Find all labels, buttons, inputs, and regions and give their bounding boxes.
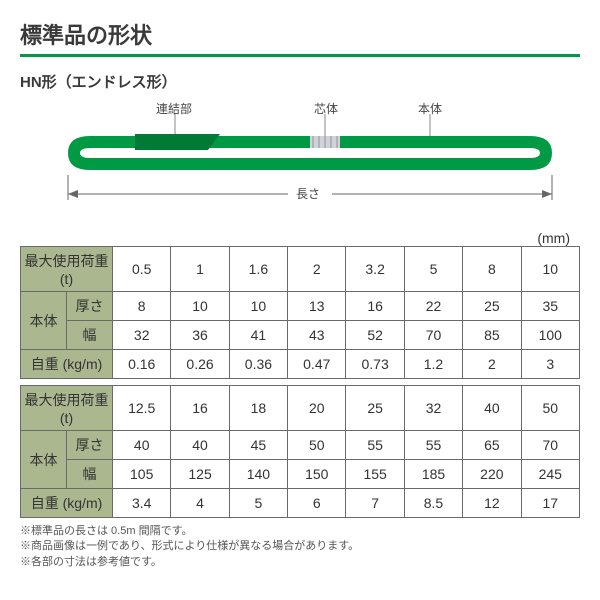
table-row: 最大使用荷重 (t) 0.511.623.25810 [21, 247, 580, 292]
rowhead-width: 幅 [67, 321, 113, 350]
table-row: 自重 (kg/m) 0.160.260.360.470.731.223 [21, 350, 580, 379]
rowhead-body: 本体 [21, 292, 67, 350]
rowhead-maxload: 最大使用荷重 (t) [21, 247, 113, 292]
sling-diagram: 連結部 芯体 本体 長さ [30, 100, 570, 220]
footnote-line: ※商品画像は一例であり、形式により仕様が異なる場合があります。 [20, 539, 580, 554]
rowhead-thickness: 厚さ [67, 292, 113, 321]
diagram-label-length: 長さ [296, 185, 320, 202]
diagram-label-body: 本体 [418, 100, 442, 117]
sub-heading: HN形（エンドレス形） [20, 71, 580, 92]
unit-label: (mm) [20, 230, 570, 246]
footnotes: ※標準品の長さは 0.5m 間隔です。 ※商品画像は一例であり、形式により仕様が… [20, 524, 580, 570]
table-row: 幅 105125140150155185220245 [21, 460, 580, 489]
table-row: 自重 (kg/m) 3.445678.51217 [21, 489, 580, 518]
rowhead-selfweight: 自重 (kg/m) [21, 350, 113, 379]
footnote-line: ※標準品の長さは 0.5m 間隔です。 [20, 524, 580, 539]
rowhead-body: 本体 [21, 431, 67, 489]
footnote-line: ※各部の寸法は参考値です。 [20, 555, 580, 570]
spec-table-1: 最大使用荷重 (t) 0.511.623.25810 本体 厚さ 8101013… [20, 246, 580, 379]
table-row: 本体 厚さ 4040455055556570 [21, 431, 580, 460]
page-heading: 標準品の形状 [20, 18, 580, 57]
rowhead-selfweight: 自重 (kg/m) [21, 489, 113, 518]
table-row: 最大使用荷重 (t) 12.516182025324050 [21, 386, 580, 431]
spec-table-2: 最大使用荷重 (t) 12.516182025324050 本体 厚さ 4040… [20, 385, 580, 518]
table-row: 本体 厚さ 810101316222535 [21, 292, 580, 321]
diagram-label-core: 芯体 [314, 100, 338, 117]
diagram-label-joint: 連結部 [156, 100, 192, 117]
rowhead-thickness: 厚さ [67, 431, 113, 460]
rowhead-maxload: 最大使用荷重 (t) [21, 386, 113, 431]
rowhead-width: 幅 [67, 460, 113, 489]
table-row: 幅 32364143527085100 [21, 321, 580, 350]
